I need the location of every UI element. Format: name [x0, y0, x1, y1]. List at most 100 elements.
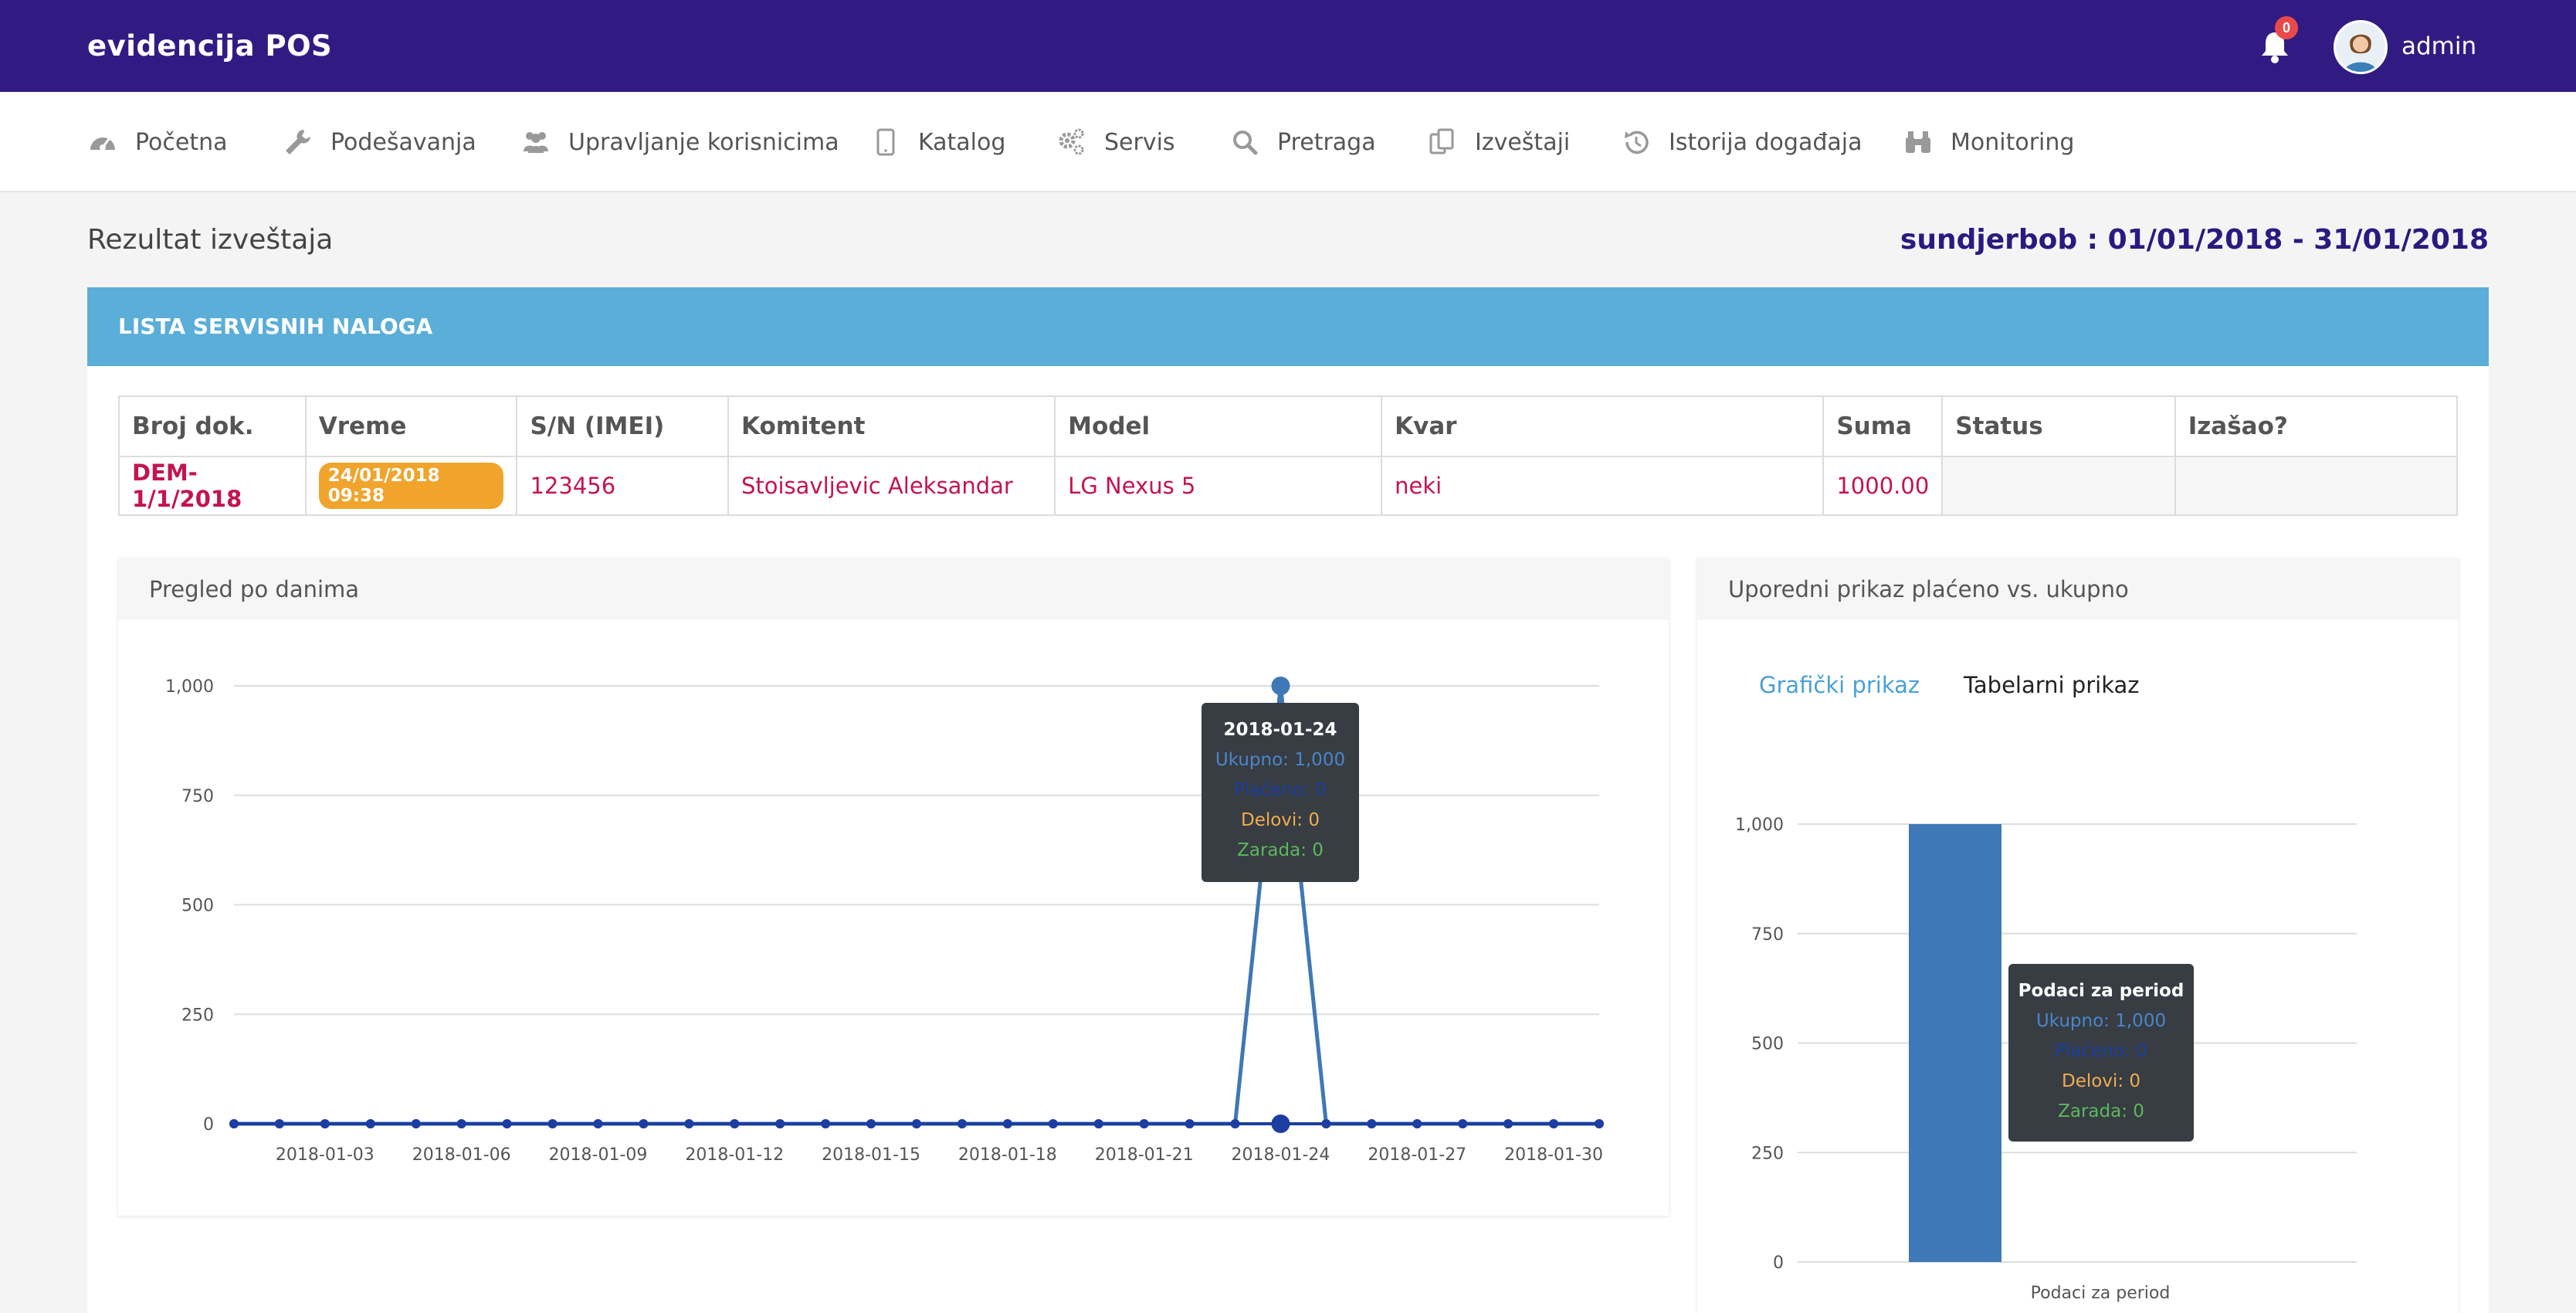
data-point — [684, 1119, 694, 1128]
nav-item-istorija[interactable]: Istorija događaja — [1621, 124, 1863, 160]
app-brand[interactable]: evidencija POS — [87, 29, 333, 63]
users-icon — [524, 132, 548, 153]
data-point — [1271, 1115, 1290, 1133]
compare-bar-chart[interactable]: 0 250 500 750 1,000 Podaci za period — [1697, 772, 2459, 1313]
binoculars-icon — [1906, 131, 1930, 153]
avatar[interactable] — [2334, 20, 2388, 74]
nav-item-pocetna[interactable]: Početna — [87, 124, 228, 160]
y-tick-label: 500 — [1751, 1035, 1784, 1054]
x-tick-label: 2018-01-12 — [685, 1145, 784, 1165]
data-point — [1271, 677, 1290, 695]
history-icon — [1625, 131, 1649, 154]
x-tick-label: 2018-01-21 — [1095, 1145, 1194, 1165]
sum-cell: 1000.00 — [1822, 456, 1944, 516]
report-range: sundjerbob : 01/01/2018 - 31/01/2018 — [1900, 224, 2489, 256]
data-point — [593, 1119, 603, 1128]
compare-chart-tooltip: Podaci za period Ukupno: 1,000 Plaćeno: … — [2008, 964, 2194, 1142]
y-tick-label: 0 — [203, 1115, 214, 1135]
data-point — [547, 1119, 558, 1128]
tooltip-delovi: Delovi: 0 — [1240, 810, 1320, 830]
data-point — [1412, 1119, 1422, 1128]
panel-header: LISTA SERVISNIH NALOGA — [87, 287, 2489, 366]
nav-label: Upravljanje korisnicima — [568, 128, 839, 156]
data-point — [1458, 1119, 1468, 1128]
data-point — [411, 1119, 421, 1128]
nav-label: Servis — [1104, 128, 1175, 156]
column-header[interactable]: Suma — [1822, 395, 1944, 457]
column-header[interactable]: Kvar — [1381, 395, 1825, 457]
table-row[interactable]: DEM-1/1/2018 24/01/2018 09:38 123456 Sto… — [118, 456, 2459, 516]
search-icon — [1233, 131, 1258, 155]
user-name[interactable]: admin — [2401, 32, 2477, 60]
gears-icon — [1059, 128, 1084, 155]
data-point — [957, 1119, 967, 1128]
card-header: Pregled po danima — [118, 558, 1669, 619]
data-point — [1185, 1119, 1195, 1128]
fault-cell: neki — [1381, 456, 1825, 516]
data-point — [639, 1119, 649, 1128]
column-header[interactable]: Komitent — [727, 395, 1056, 457]
tooltip-title: Podaci za period — [2018, 981, 2185, 1001]
tooltip-zarada: Zarada: 0 — [2058, 1101, 2144, 1121]
column-header[interactable]: S/N (IMEI) — [516, 395, 729, 457]
x-category-label: Podaci za period — [2031, 1284, 2171, 1303]
y-tick-label: 750 — [1751, 925, 1784, 945]
daily-chart-tooltip: 2018-01-24 Ukupno: 1,000 Plaćeno: 0 Delo… — [1202, 703, 1359, 882]
daily-line-chart[interactable]: 0 250 500 750 1,000 2018-01-03 2018-01-06 2018-… — [118, 619, 1669, 1214]
table-header-row: Broj dok. Vreme S/N (IMEI) Komitent Mode… — [118, 395, 2459, 457]
nav-item-servis[interactable]: Servis — [1056, 124, 1175, 160]
tooltip-zarada: Zarada: 0 — [1237, 840, 1324, 860]
doc-number-link[interactable]: DEM-1/1/2018 — [118, 456, 307, 516]
tab-graficki-prikaz[interactable]: Grafički prikaz — [1759, 672, 1920, 698]
column-header[interactable]: Broj dok. — [118, 395, 307, 457]
data-point — [365, 1119, 375, 1128]
y-tick-label: 250 — [181, 1006, 214, 1025]
exited-cell — [2174, 456, 2459, 516]
y-tick-label: 750 — [181, 787, 214, 806]
nav-label: Izveštaji — [1475, 128, 1571, 156]
x-tick-label: 2018-01-24 — [1232, 1145, 1330, 1165]
data-point — [1139, 1119, 1149, 1128]
card-title: Pregled po danima — [149, 576, 360, 602]
x-tick-label: 2018-01-27 — [1368, 1145, 1466, 1165]
nav-item-izvestaji[interactable]: Izveštaji — [1427, 124, 1570, 160]
nav-item-podesavanja[interactable]: Podešavanja — [283, 124, 476, 160]
card-header: Uporedni prikaz plaćeno vs. ukupno — [1697, 558, 2459, 619]
compare-card: Uporedni prikaz plaćeno vs. ukupno — [1697, 558, 2459, 1313]
data-point — [1002, 1119, 1012, 1128]
main-nav: Početna Podešavanja Upravljanje korisnic… — [0, 92, 2576, 192]
nav-item-katalog[interactable]: Katalog — [870, 124, 1005, 160]
client-cell: Stoisavljevic Aleksandar — [727, 456, 1056, 516]
time-badge: 24/01/2018 09:38 — [318, 463, 504, 509]
nav-item-monitoring[interactable]: Monitoring — [1903, 124, 2074, 160]
copy-icon — [1429, 128, 1454, 154]
y-tick-label: 1,000 — [1735, 816, 1784, 835]
column-header[interactable]: Status — [1941, 395, 2176, 457]
data-point — [912, 1119, 921, 1128]
column-header[interactable]: Izašao? — [2174, 395, 2459, 457]
page-title: Rezultat izveštaja — [87, 224, 334, 256]
nav-item-pretraga[interactable]: Pretraga — [1229, 124, 1376, 160]
tooltip-placeno: Plaćeno: 0 — [2055, 1041, 2147, 1061]
column-header[interactable]: Vreme — [304, 395, 518, 457]
x-tick-label: 2018-01-03 — [276, 1145, 375, 1165]
nav-label: Podešavanja — [330, 128, 476, 156]
bar-ukupno — [1909, 824, 2001, 1262]
data-point — [456, 1119, 466, 1128]
nav-label: Početna — [135, 128, 228, 156]
daily-overview-card: Pregled po danima — [118, 558, 1669, 1216]
y-tick-label: 0 — [1773, 1254, 1784, 1273]
data-point — [1048, 1119, 1058, 1128]
column-header[interactable]: Model — [1054, 395, 1383, 457]
data-point — [730, 1119, 740, 1128]
data-point — [1503, 1119, 1513, 1128]
time-cell: 24/01/2018 09:38 — [304, 456, 518, 516]
data-point — [320, 1119, 330, 1128]
data-point — [866, 1119, 876, 1128]
nav-item-korisnici[interactable]: Upravljanje korisnicima — [520, 124, 839, 160]
tab-tabelarni-prikaz[interactable]: Tabelarni prikaz — [1964, 672, 2140, 698]
imei-cell: 123456 — [516, 456, 729, 516]
data-point — [1549, 1119, 1559, 1128]
y-tick-label: 500 — [181, 897, 214, 916]
tooltip-placeno: Plaćeno: 0 — [1234, 780, 1327, 800]
